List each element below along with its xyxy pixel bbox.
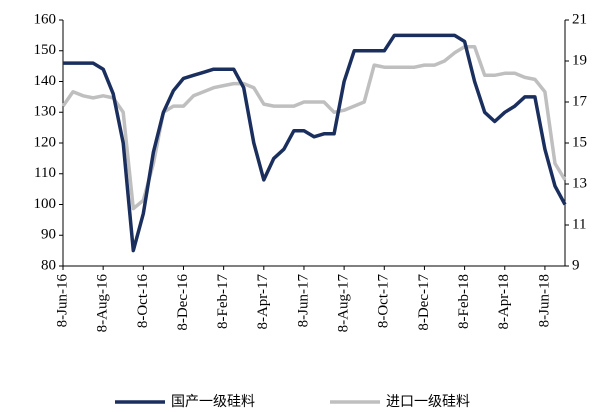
y2-tick-label: 17 bbox=[572, 93, 588, 109]
y-tick-label: 120 bbox=[34, 134, 57, 150]
x-tick-label: 8-Apr-17 bbox=[255, 274, 271, 330]
x-tick-label: 8-Oct-17 bbox=[376, 274, 392, 329]
x-tick-label: 8-Jun-17 bbox=[295, 274, 311, 328]
x-tick-label: 8-Aug-16 bbox=[95, 274, 111, 333]
series-line bbox=[63, 33, 567, 253]
y-tick-label: 140 bbox=[34, 73, 57, 89]
legend: 国产一级硅料 进口一级硅料 bbox=[115, 394, 470, 410]
y2-tick-label: 21 bbox=[572, 11, 587, 27]
x-tick-label: 8-Dec-16 bbox=[175, 274, 191, 331]
x-tick-label: 8-Feb-18 bbox=[456, 274, 472, 329]
legend-label: 进口一级硅料 bbox=[386, 394, 470, 410]
y-tick-label: 100 bbox=[34, 196, 57, 212]
y-tick-label: 80 bbox=[41, 257, 56, 273]
x-tick-label: 8-Jun-18 bbox=[536, 274, 552, 327]
y-tick-label: 110 bbox=[34, 165, 56, 181]
y2-tick-label: 19 bbox=[572, 52, 587, 68]
y-tick-label: 150 bbox=[34, 42, 57, 58]
y-tick-label: 130 bbox=[34, 104, 57, 120]
x-tick-label: 8-Aug-17 bbox=[336, 274, 352, 333]
y2-tick-label: 15 bbox=[572, 134, 587, 150]
y-tick-label: 160 bbox=[34, 11, 57, 27]
x-tick-label: 8-Feb-17 bbox=[215, 274, 231, 329]
x-tick-label: 8-Jun-16 bbox=[54, 274, 70, 328]
y-tick-label: 90 bbox=[41, 227, 56, 243]
series-line bbox=[61, 44, 567, 211]
y2-tick-label: 13 bbox=[572, 175, 587, 191]
x-tick-label: 8-Dec-17 bbox=[416, 274, 432, 331]
x-tick-label: 8-Oct-16 bbox=[135, 274, 151, 329]
y2-tick-label: 9 bbox=[572, 257, 580, 273]
y2-tick-label: 11 bbox=[572, 216, 586, 232]
x-tick-label: 8-Apr-18 bbox=[496, 274, 512, 330]
legend-label: 国产一级硅料 bbox=[171, 394, 255, 410]
